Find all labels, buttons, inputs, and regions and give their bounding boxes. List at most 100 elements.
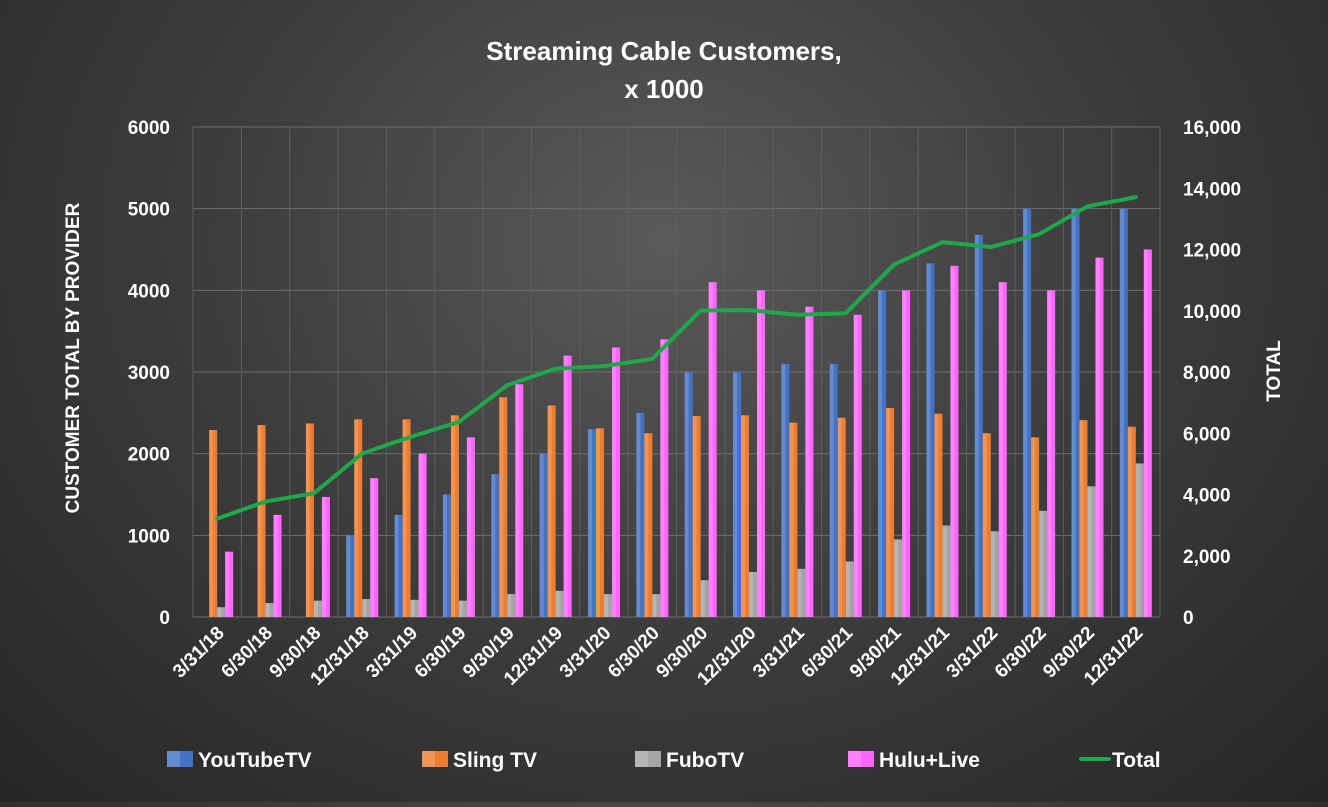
bar-fill [410, 599, 419, 617]
bar-fill [458, 600, 467, 617]
bar-fill [1143, 249, 1152, 617]
bar-highlight [853, 314, 858, 617]
bar-highlight [394, 514, 399, 617]
y-tick-label: 5000 [128, 200, 170, 221]
legend-swatch-highlight [422, 751, 435, 767]
bar-fill [990, 531, 999, 617]
bar-youtubetv [346, 535, 355, 617]
bar-fill [587, 429, 596, 617]
bar-highlight [547, 405, 552, 617]
bar-fill [950, 265, 959, 617]
legend-label: Hulu+Live [879, 749, 980, 772]
bar-sling-tv [354, 419, 363, 617]
y-tick-label: 2000 [128, 445, 170, 466]
gridlines [192, 126, 1161, 618]
bar-fill [982, 433, 991, 617]
bar-highlight [225, 551, 230, 617]
bar-fill [563, 355, 572, 617]
bar-hulu-live [708, 282, 717, 617]
bar-fill [603, 594, 612, 617]
bar-fubotv [652, 594, 661, 617]
bar-hulu-live [902, 290, 911, 617]
bar-fill [507, 594, 516, 617]
bar-sling-tv [499, 397, 508, 617]
bar-highlight [781, 363, 786, 617]
bar-fill [466, 437, 475, 617]
bar-highlight [354, 419, 359, 617]
bar-fill [741, 415, 750, 617]
bar-youtubetv [829, 363, 838, 617]
bar-fubotv [555, 590, 564, 617]
bar-fill [1031, 437, 1040, 617]
bar-highlight [217, 607, 222, 617]
legend-label: FuboTV [666, 749, 744, 772]
bar-sling-tv [837, 417, 846, 617]
bar-highlight [797, 568, 802, 617]
bar-fill [757, 290, 766, 617]
bar-fill [853, 314, 862, 617]
y2-tick-label: 4,000 [1183, 486, 1231, 507]
bar-sling-tv [934, 413, 943, 617]
bar-sling-tv [886, 407, 895, 617]
bar-highlight [442, 494, 447, 617]
bar-highlight [273, 514, 278, 617]
bar-fill [217, 607, 226, 617]
bar-fubotv [1135, 463, 1144, 617]
bar-highlight [845, 561, 850, 617]
bar-highlight [636, 412, 641, 617]
bar-series [209, 208, 1152, 618]
bar-sling-tv [257, 425, 266, 617]
bar-youtubetv [1071, 208, 1080, 617]
bar-fill [974, 234, 983, 618]
bar-hulu-live [225, 551, 234, 617]
y2-axis-label: TOTAL [1264, 340, 1285, 402]
bar-youtubetv [539, 453, 548, 617]
bar-highlight [499, 397, 504, 617]
bar-highlight [1047, 290, 1052, 617]
bar-fill [845, 561, 854, 617]
bar-sling-tv [1079, 420, 1088, 617]
bar-fill [660, 339, 669, 617]
legend-swatch-highlight [167, 751, 180, 767]
bar-fill [450, 415, 459, 617]
x-tick-label: 3/31/19 [362, 623, 422, 683]
bar-fill [418, 453, 427, 617]
x-tick-label: 6/30/20 [604, 623, 664, 683]
x-tick-label: 3/31/22 [943, 623, 1003, 683]
legend-label: Total [1112, 749, 1161, 772]
bar-highlight [708, 282, 713, 617]
bar-fill [402, 419, 411, 617]
bar-youtubetv [684, 372, 693, 617]
bar-highlight [450, 415, 455, 617]
total-line [215, 195, 1138, 521]
bar-fill [708, 282, 717, 617]
bar-highlight [692, 416, 697, 617]
bar-sling-tv [982, 433, 991, 617]
bar-fill [1039, 510, 1048, 617]
bar-fill [934, 413, 943, 617]
bar-fill [515, 384, 524, 617]
bar-fubotv [362, 599, 371, 617]
bar-highlight [1119, 208, 1124, 617]
bar-fill [805, 306, 814, 617]
chart-title-line1: Streaming Cable Customers, [486, 36, 841, 66]
bar-sling-tv [305, 423, 314, 617]
bar-fill [733, 372, 742, 617]
bar-fill [926, 263, 935, 617]
bar-highlight [491, 474, 496, 617]
bar-fubotv [217, 607, 226, 617]
bar-fill [886, 407, 895, 617]
x-tick-label: 6/30/18 [217, 623, 277, 683]
bar-fill [321, 496, 330, 617]
bar-highlight [209, 429, 214, 617]
bar-sling-tv [789, 422, 798, 617]
bar-youtubetv [974, 234, 983, 618]
bar-highlight [749, 572, 754, 617]
bar-highlight [595, 428, 600, 617]
bar-fubotv [749, 572, 758, 617]
bar-highlight [1087, 486, 1092, 617]
bar-sling-tv [1031, 437, 1040, 617]
legend-label: Sling TV [453, 749, 537, 772]
